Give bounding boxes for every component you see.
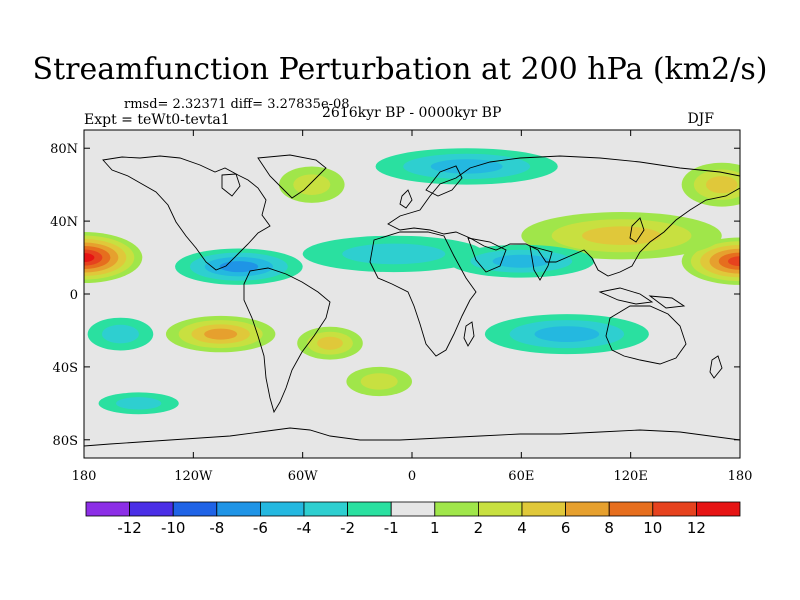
latitude-axis: 80N 40N 0 40S 80S: [50, 142, 740, 449]
lon-tick-label: 60E: [508, 469, 534, 484]
contour-band-arctic-eurasia-low-4: [430, 159, 503, 174]
colorbar-swatch: [434, 501, 479, 517]
contour-band-south-america-high-4: [317, 336, 343, 350]
lon-tick-label: 120W: [174, 469, 213, 484]
contour-band-west-pacific-ridge-4: [582, 226, 662, 245]
field-feature-arctic-eurasia-low: [375, 148, 558, 185]
colorbar-swatch: [565, 501, 610, 517]
lon-tick-label: 180: [72, 469, 97, 484]
contour-band-east-pacific-low-2: [101, 324, 139, 344]
colorbar-swatch: [172, 501, 218, 517]
map-title: Streamfunction Perturbation at 200 hPa (…: [32, 52, 768, 87]
colorbar-swatch: [521, 501, 566, 517]
field-feature-east-pacific-low: [87, 317, 154, 351]
coast-hudson-bay: [221, 173, 241, 197]
colorbar-label: 10: [643, 519, 662, 537]
lat-tick-label: 40S: [53, 361, 78, 376]
colorbar: -12 -10 -8 -6 -4 -2 -1 1 2 4 6 8 10 12: [85, 501, 741, 537]
coast-madagascar: [463, 321, 475, 347]
coast-south-america: [243, 267, 331, 414]
lat-tick-label: 40N: [50, 215, 78, 230]
colorbar-swatch: [216, 501, 261, 517]
coast-japan: [629, 217, 645, 243]
contour-band-indian-ocean-low-4: [534, 326, 600, 342]
coast-india: [529, 245, 553, 281]
coast-scandinavia: [425, 165, 463, 197]
field-feature-dateline-west-high: [84, 232, 143, 284]
contour-band-dateline-west-high-12: [84, 253, 95, 263]
field-feature-indian-ocean-low: [484, 314, 649, 355]
lon-tick-label: 120E: [614, 469, 648, 484]
coast-antarctica: [84, 427, 740, 447]
longitude-axis: 180 120W 60W 0 60E 120E 180: [72, 130, 753, 484]
lon-tick-label: 60W: [288, 469, 319, 484]
colorbar-label: -6: [253, 519, 268, 537]
colorbar-swatch: [608, 501, 654, 517]
colorbar-label: 2: [474, 519, 484, 537]
coastlines: [84, 154, 740, 447]
season-label: DJF: [687, 111, 714, 127]
colorbar-swatch: [347, 501, 392, 517]
field-feature-north-pacific-high: [681, 162, 740, 207]
field-feature-south-america-high: [297, 326, 363, 360]
field-feature-tropical-atlantic-low: [302, 235, 485, 273]
colorbar-label: -8: [209, 519, 224, 537]
contour-band-south-atlantic-high-2: [360, 373, 398, 390]
contour-band-north-pacific-high-4: [705, 176, 738, 194]
contour-band-central-america-low-6: [219, 261, 259, 273]
lat-tick-label: 80N: [50, 142, 78, 157]
experiment-label: Expt = teWt0-tevta1: [84, 112, 230, 128]
coast-arabia: [467, 237, 507, 273]
lon-tick-label: 0: [408, 469, 416, 484]
field-feature-southern-ocean-low: [98, 392, 179, 415]
coast-australia: [605, 305, 687, 365]
coast-se-asia-islands: [598, 287, 654, 305]
streamfunction-field: [84, 148, 740, 415]
map-background: [84, 130, 740, 458]
contour-band-africa-india-low-4: [492, 254, 551, 268]
colorbar-label: -2: [340, 519, 355, 537]
field-feature-south-atlantic-high: [346, 366, 413, 397]
field-feature-north-america-high: [278, 166, 345, 203]
stats-line: rmsd= 2.32371 diff= 3.27835e-08: [124, 97, 350, 112]
coast-british-isles: [399, 189, 413, 209]
lat-tick-label: 0: [70, 288, 78, 303]
colorbar-label: -1: [384, 519, 399, 537]
colorbar-swatch: [259, 501, 305, 517]
colorbar-swatch: [303, 501, 348, 517]
field-feature-south-pacific-high: [165, 315, 276, 353]
lat-tick-label: 80S: [53, 434, 78, 449]
lon-tick-label: 180: [728, 469, 753, 484]
period-label: 2616kyr BP - 0000kyr BP: [322, 105, 502, 121]
contour-band-southern-ocean-low-2: [115, 397, 162, 410]
coast-africa: [369, 231, 477, 357]
coast-north-america: [102, 155, 271, 271]
coast-new-guinea: [648, 295, 686, 309]
colorbar-swatch: [85, 501, 130, 517]
colorbar-label: 6: [561, 519, 571, 537]
colorbar-label: 8: [604, 519, 614, 537]
coast-eurasia: [387, 155, 740, 277]
colorbar-label: -4: [297, 519, 312, 537]
field-feature-west-pacific-ridge: [521, 211, 722, 260]
field-feature-central-america-low: [175, 248, 303, 285]
contour-band-north-america-high-2: [293, 174, 331, 195]
colorbar-swatch: [129, 501, 174, 517]
colorbar-swatch: [652, 501, 697, 517]
colorbar-swatch: [390, 501, 436, 517]
contour-band-south-pacific-high-6: [204, 328, 238, 340]
colorbar-swatch: [477, 501, 523, 517]
contour-band-tropical-atlantic-low-2: [342, 243, 446, 265]
contour-band-dateline-east-high-10: [728, 256, 740, 267]
coast-new-zealand: [709, 355, 723, 379]
colorbar-label: 4: [517, 519, 527, 537]
colorbar-label: 1: [430, 519, 440, 537]
colorbar-label: -12: [117, 519, 142, 537]
colorbar-label: 12: [687, 519, 706, 537]
coast-greenland: [257, 154, 327, 199]
field-feature-africa-india-low: [448, 244, 595, 278]
colorbar-swatch: [696, 501, 741, 517]
colorbar-label: -10: [161, 519, 186, 537]
